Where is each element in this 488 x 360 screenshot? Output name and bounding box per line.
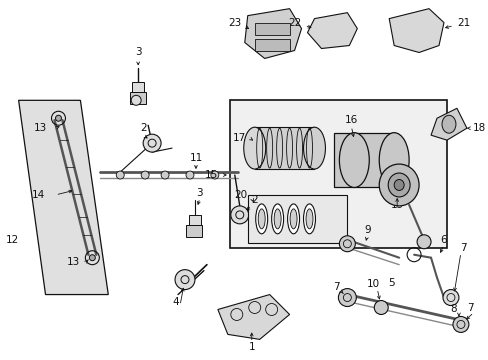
Polygon shape	[218, 294, 289, 339]
Text: 23: 23	[228, 18, 241, 28]
Circle shape	[210, 171, 219, 179]
Circle shape	[131, 95, 141, 105]
Circle shape	[55, 115, 61, 121]
Ellipse shape	[271, 204, 283, 234]
Polygon shape	[244, 9, 301, 58]
Text: 17: 17	[232, 133, 245, 143]
Circle shape	[143, 134, 161, 152]
Polygon shape	[19, 100, 108, 294]
Text: 12: 12	[6, 235, 19, 245]
Bar	[229, 100, 446, 248]
Circle shape	[442, 289, 458, 306]
Bar	[254, 127, 314, 169]
Text: 13: 13	[67, 257, 80, 267]
Ellipse shape	[387, 173, 409, 197]
Text: 7: 7	[467, 302, 473, 312]
Bar	[247, 195, 346, 243]
Text: 1: 1	[248, 342, 255, 352]
Text: 7: 7	[332, 282, 339, 292]
Text: 14: 14	[32, 190, 45, 200]
Text: 11: 11	[189, 153, 202, 163]
Ellipse shape	[289, 209, 296, 229]
Ellipse shape	[255, 204, 267, 234]
Ellipse shape	[393, 180, 403, 190]
Ellipse shape	[243, 127, 265, 169]
Bar	[132, 82, 144, 92]
Circle shape	[416, 235, 430, 249]
Text: 21: 21	[456, 18, 469, 28]
Circle shape	[175, 270, 195, 289]
Text: 16: 16	[344, 115, 357, 125]
Circle shape	[185, 171, 194, 179]
Ellipse shape	[258, 209, 264, 229]
Polygon shape	[388, 9, 443, 53]
Polygon shape	[307, 13, 357, 49]
Circle shape	[230, 206, 248, 224]
Ellipse shape	[305, 209, 312, 229]
Circle shape	[373, 301, 387, 315]
Text: 9: 9	[363, 225, 370, 235]
Bar	[254, 23, 289, 35]
Text: 8: 8	[450, 305, 456, 315]
Ellipse shape	[303, 204, 315, 234]
Text: 18: 18	[472, 123, 485, 133]
Text: 2: 2	[251, 195, 258, 205]
Circle shape	[338, 289, 356, 306]
Bar	[130, 92, 146, 104]
Text: 19: 19	[390, 200, 403, 210]
Text: 2: 2	[140, 123, 146, 133]
Bar	[188, 215, 201, 225]
Ellipse shape	[287, 204, 299, 234]
Text: 22: 22	[288, 18, 301, 28]
Text: 5: 5	[387, 278, 394, 288]
Text: 3: 3	[196, 188, 203, 198]
Text: 13: 13	[34, 123, 47, 133]
Ellipse shape	[274, 209, 281, 229]
Ellipse shape	[441, 115, 455, 133]
Circle shape	[141, 171, 149, 179]
Text: 15: 15	[204, 170, 218, 180]
Circle shape	[89, 255, 95, 261]
Text: 10: 10	[366, 279, 379, 289]
Ellipse shape	[379, 164, 418, 206]
Text: 20: 20	[234, 190, 247, 200]
Ellipse shape	[379, 133, 408, 188]
Bar	[334, 133, 393, 187]
Text: 4: 4	[172, 297, 179, 306]
Circle shape	[339, 236, 355, 252]
Polygon shape	[430, 108, 466, 140]
Circle shape	[116, 171, 124, 179]
Text: 3: 3	[135, 48, 141, 58]
Text: 6: 6	[440, 235, 447, 245]
Bar	[185, 225, 202, 237]
Ellipse shape	[303, 127, 325, 169]
Bar	[254, 39, 289, 50]
Circle shape	[161, 171, 169, 179]
Ellipse shape	[339, 133, 368, 188]
Circle shape	[452, 316, 468, 332]
Text: 7: 7	[460, 243, 466, 253]
